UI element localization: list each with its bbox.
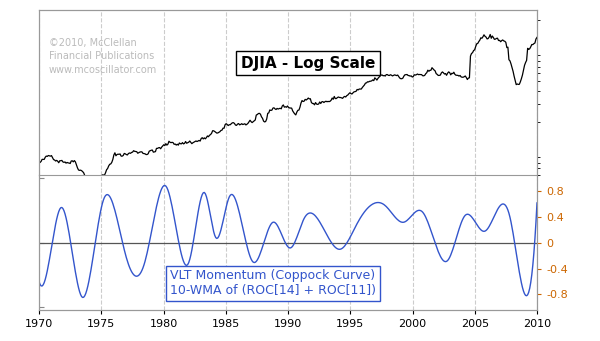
Text: ©2010, McClellan
Financial Publications
www.mcoscillator.com: ©2010, McClellan Financial Publications … (49, 38, 157, 75)
Text: VLT Momentum (Coppock Curve)
10-WMA of (ROC[14] + ROC[11]): VLT Momentum (Coppock Curve) 10-WMA of (… (170, 269, 376, 297)
Text: DJIA - Log Scale: DJIA - Log Scale (241, 56, 375, 71)
